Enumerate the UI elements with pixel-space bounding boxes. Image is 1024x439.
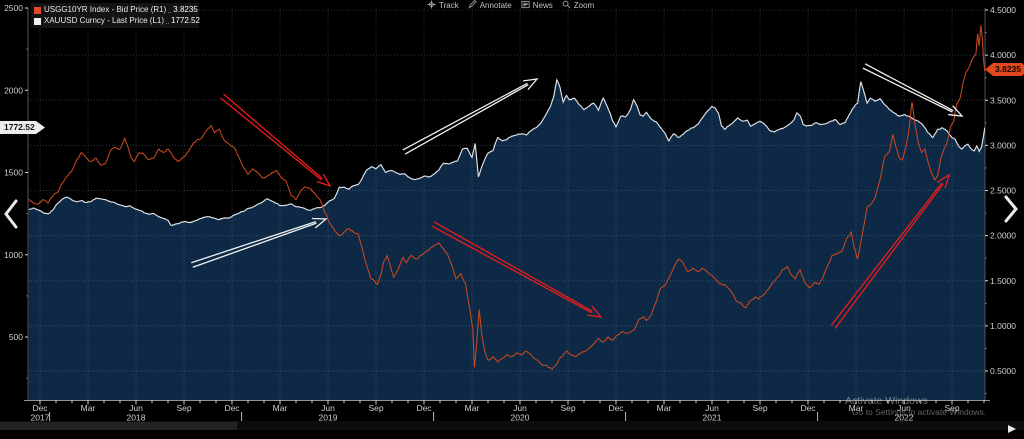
svg-text:2.0000: 2.0000 [990,231,1016,241]
svg-text:4.0000: 4.0000 [990,50,1016,60]
svg-text:2022: 2022 [895,413,914,423]
svg-text:Dec: Dec [224,403,240,413]
svg-text:2018: 2018 [127,413,146,423]
svg-text:Sep: Sep [368,403,383,413]
svg-text:2000: 2000 [4,85,23,95]
legend-row-xauusd[interactable]: XAUUSD Curncy - Last Price (L1) 1772.52 [34,16,200,26]
svg-text:Jun: Jun [129,403,143,413]
last-price-badge-gold: 1772.52 [0,121,45,134]
track-label: Track [439,1,459,10]
scroll-right-chevron-icon[interactable] [1002,194,1020,229]
news-label: News [532,1,553,10]
legend-row-usgg10yr[interactable]: USGG10YR Index - Bid Price (R1) 3.8235 [34,5,198,15]
news-icon [521,0,530,11]
track-icon [427,0,436,11]
zoom-icon [562,0,571,11]
annotation-arrow [191,217,328,268]
zoom-label: Zoom [573,1,595,10]
svg-text:Jun: Jun [897,403,911,413]
svg-text:2.5000: 2.5000 [990,186,1016,196]
annotation-arrow [220,93,332,188]
svg-text:Jun: Jun [321,403,335,413]
annotation-arrow [402,78,539,155]
svg-text:0.5000: 0.5000 [990,366,1016,376]
axis-labels: 500 1000 1500 2000 2500 0.5000 1.0000 1.5000 2.0… [4,3,1016,395]
svg-text:Sep: Sep [176,403,191,413]
corner-arrow-icon [1006,421,1018,439]
gold-line [28,78,985,227]
track-button[interactable]: Track [427,0,459,11]
svg-text:Mar: Mar [273,403,288,413]
svg-text:1.0000: 1.0000 [990,321,1016,331]
news-button[interactable]: News [521,0,553,11]
series-lines [28,25,985,371]
svg-text:Sep: Sep [752,403,767,413]
chart-toolbar: Track Annotate News Zoom [427,0,594,11]
svg-text:Sep: Sep [560,403,575,413]
activate-windows-watermark-sub: Go to Settings to activate Windows. [852,407,987,417]
legend-value: 1772.52 [171,16,200,25]
annotation-arrow [830,173,951,329]
annotate-icon [468,0,477,11]
x-axis-labels: Dec Mar Jun Sep Dec Mar Jun Sep Dec Mar Jun Sep Dec M… [31,400,985,423]
svg-text:1000: 1000 [4,250,23,260]
yield-line [28,25,985,371]
svg-text:1500: 1500 [4,168,23,178]
svg-text:1.5000: 1.5000 [990,276,1016,286]
legend-leader-dots [166,23,170,24]
legend-leader-dots [168,12,172,13]
annotation-arrow [431,221,603,318]
plot-frame [24,8,990,401]
svg-text:Sep: Sep [944,403,959,413]
svg-text:Mar: Mar [849,403,864,413]
svg-text:2017: 2017 [31,413,50,423]
svg-text:Dec: Dec [800,403,816,413]
annotation-arrow [862,63,964,117]
svg-text:Dec: Dec [416,403,432,413]
svg-text:2021: 2021 [703,413,722,423]
svg-text:Dec: Dec [32,403,48,413]
annotate-button[interactable]: Annotate [468,0,512,11]
gold-area [28,79,985,400]
svg-text:500: 500 [9,332,23,342]
svg-text:2500: 2500 [4,3,23,13]
bottom-strip-left [0,422,237,430]
bottom-strip [0,421,1024,430]
svg-text:Dec: Dec [608,403,624,413]
legend-value: 3.8235 [173,5,198,14]
svg-text:Mar: Mar [657,403,672,413]
svg-text:Mar: Mar [81,403,96,413]
svg-text:3.0000: 3.0000 [990,140,1016,150]
annotate-label: Annotate [479,1,512,10]
series-swatch-red [34,7,41,14]
svg-text:Mar: Mar [465,403,480,413]
chart-legend: USGG10YR Index - Bid Price (R1) 3.8235 X… [31,3,200,28]
svg-text:2020: 2020 [511,413,530,423]
activate-windows-watermark: Activate Windows [845,395,928,407]
gridlines [28,8,985,400]
series-swatch-white [34,18,41,25]
svg-text:Jun: Jun [513,403,527,413]
svg-text:2019: 2019 [319,413,338,423]
legend-label: USGG10YR Index - Bid Price (R1) [44,5,167,14]
legend-label: XAUUSD Curncy - Last Price (L1) [44,16,165,25]
svg-text:Jun: Jun [705,403,719,413]
scroll-left-chevron-icon[interactable] [2,198,20,235]
svg-text:4.5000: 4.5000 [990,5,1016,15]
last-price-badge-yield: 3.8235 [985,63,1024,76]
zoom-button[interactable]: Zoom [562,0,594,11]
chart-canvas[interactable]: 500 1000 1500 2000 2500 0.5000 1.0000 1.5000 2.0… [0,0,1024,430]
annotation-arrows [191,63,964,329]
svg-text:3.5000: 3.5000 [990,95,1016,105]
